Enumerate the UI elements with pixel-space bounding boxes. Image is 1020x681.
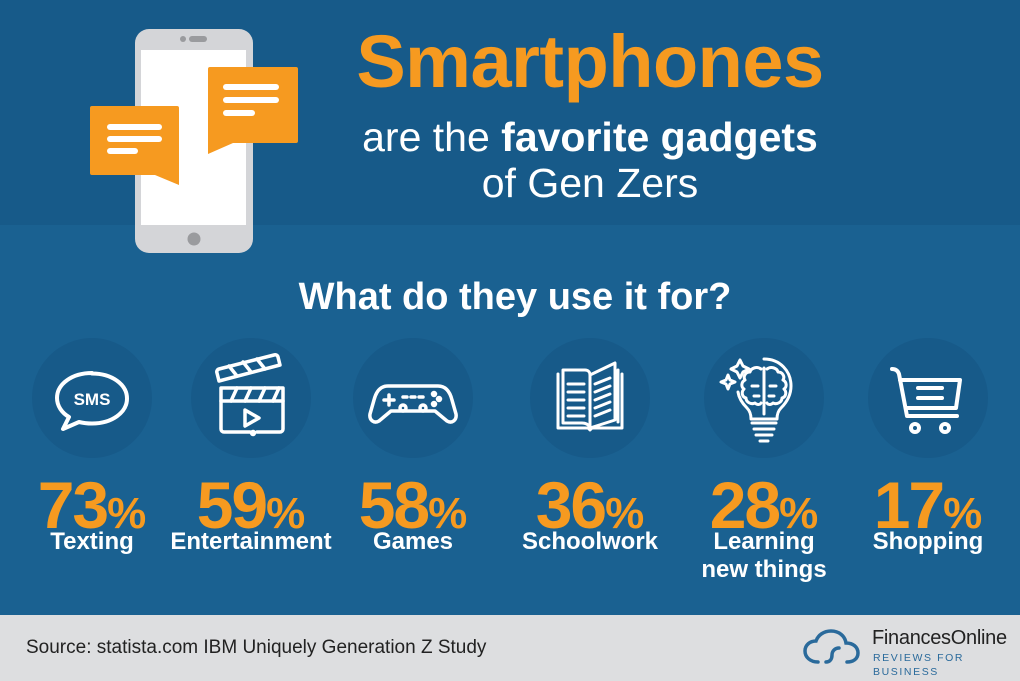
smartphone-chat-illustration [90,29,298,253]
brain-bulb-icon [719,357,793,443]
icon-circle: SMS [32,338,152,458]
financesonline-logo[interactable]: FinancesOnline REVIEWS FOR BUSINESS [800,624,1015,678]
open-book-icon [556,361,624,432]
stat-percentage: 17% [873,468,983,542]
cloud-logo-icon [803,629,860,664]
stat-label: Learning new things [701,528,827,583]
stat-label: Entertainment [170,528,332,555]
stat-percentage: 36% [535,468,645,542]
logo-brand: FinancesOnline [872,627,1007,649]
subtitle-regular: are the [362,114,502,160]
icon-circle [868,338,988,458]
footer [0,615,1020,681]
chat-bubble-left-icon [90,106,179,185]
svg-text:SMS: SMS [74,390,111,409]
icon-circle [191,338,311,458]
subtitle-bold: favorite gadgets [501,114,818,160]
stats-band [0,225,1020,615]
clapperboard-icon [215,353,285,437]
icon-circle [530,338,650,458]
section-question: What do they use it for? [298,276,732,318]
sms-bubble-icon: SMS [55,371,129,431]
icon-circle [704,338,824,458]
stat-label: Texting [50,528,134,555]
stat-percentage: 28% [709,468,819,542]
page-title: Smartphones [356,20,824,103]
stat-percentage: 73% [37,468,147,542]
gamepad-icon [368,384,458,424]
stat-percentage: 59% [196,468,306,542]
logo-tagline: REVIEWS FOR BUSINESS [873,652,965,678]
stat-percentage: 58% [358,468,468,542]
icon-circle [353,338,473,458]
stat-label: Games [372,528,454,555]
chat-bubble-right-icon [208,67,298,154]
stat-label: Shopping [872,528,984,555]
stat-label: Schoolwork [521,528,659,555]
page-subtitle: are the favorite gadgets of Gen Zers [310,114,870,206]
shopping-cart-icon [890,367,962,434]
source-citation: Source: statista.com IBM Uniquely Genera… [26,637,487,658]
subtitle-line2: of Gen Zers [481,160,699,206]
